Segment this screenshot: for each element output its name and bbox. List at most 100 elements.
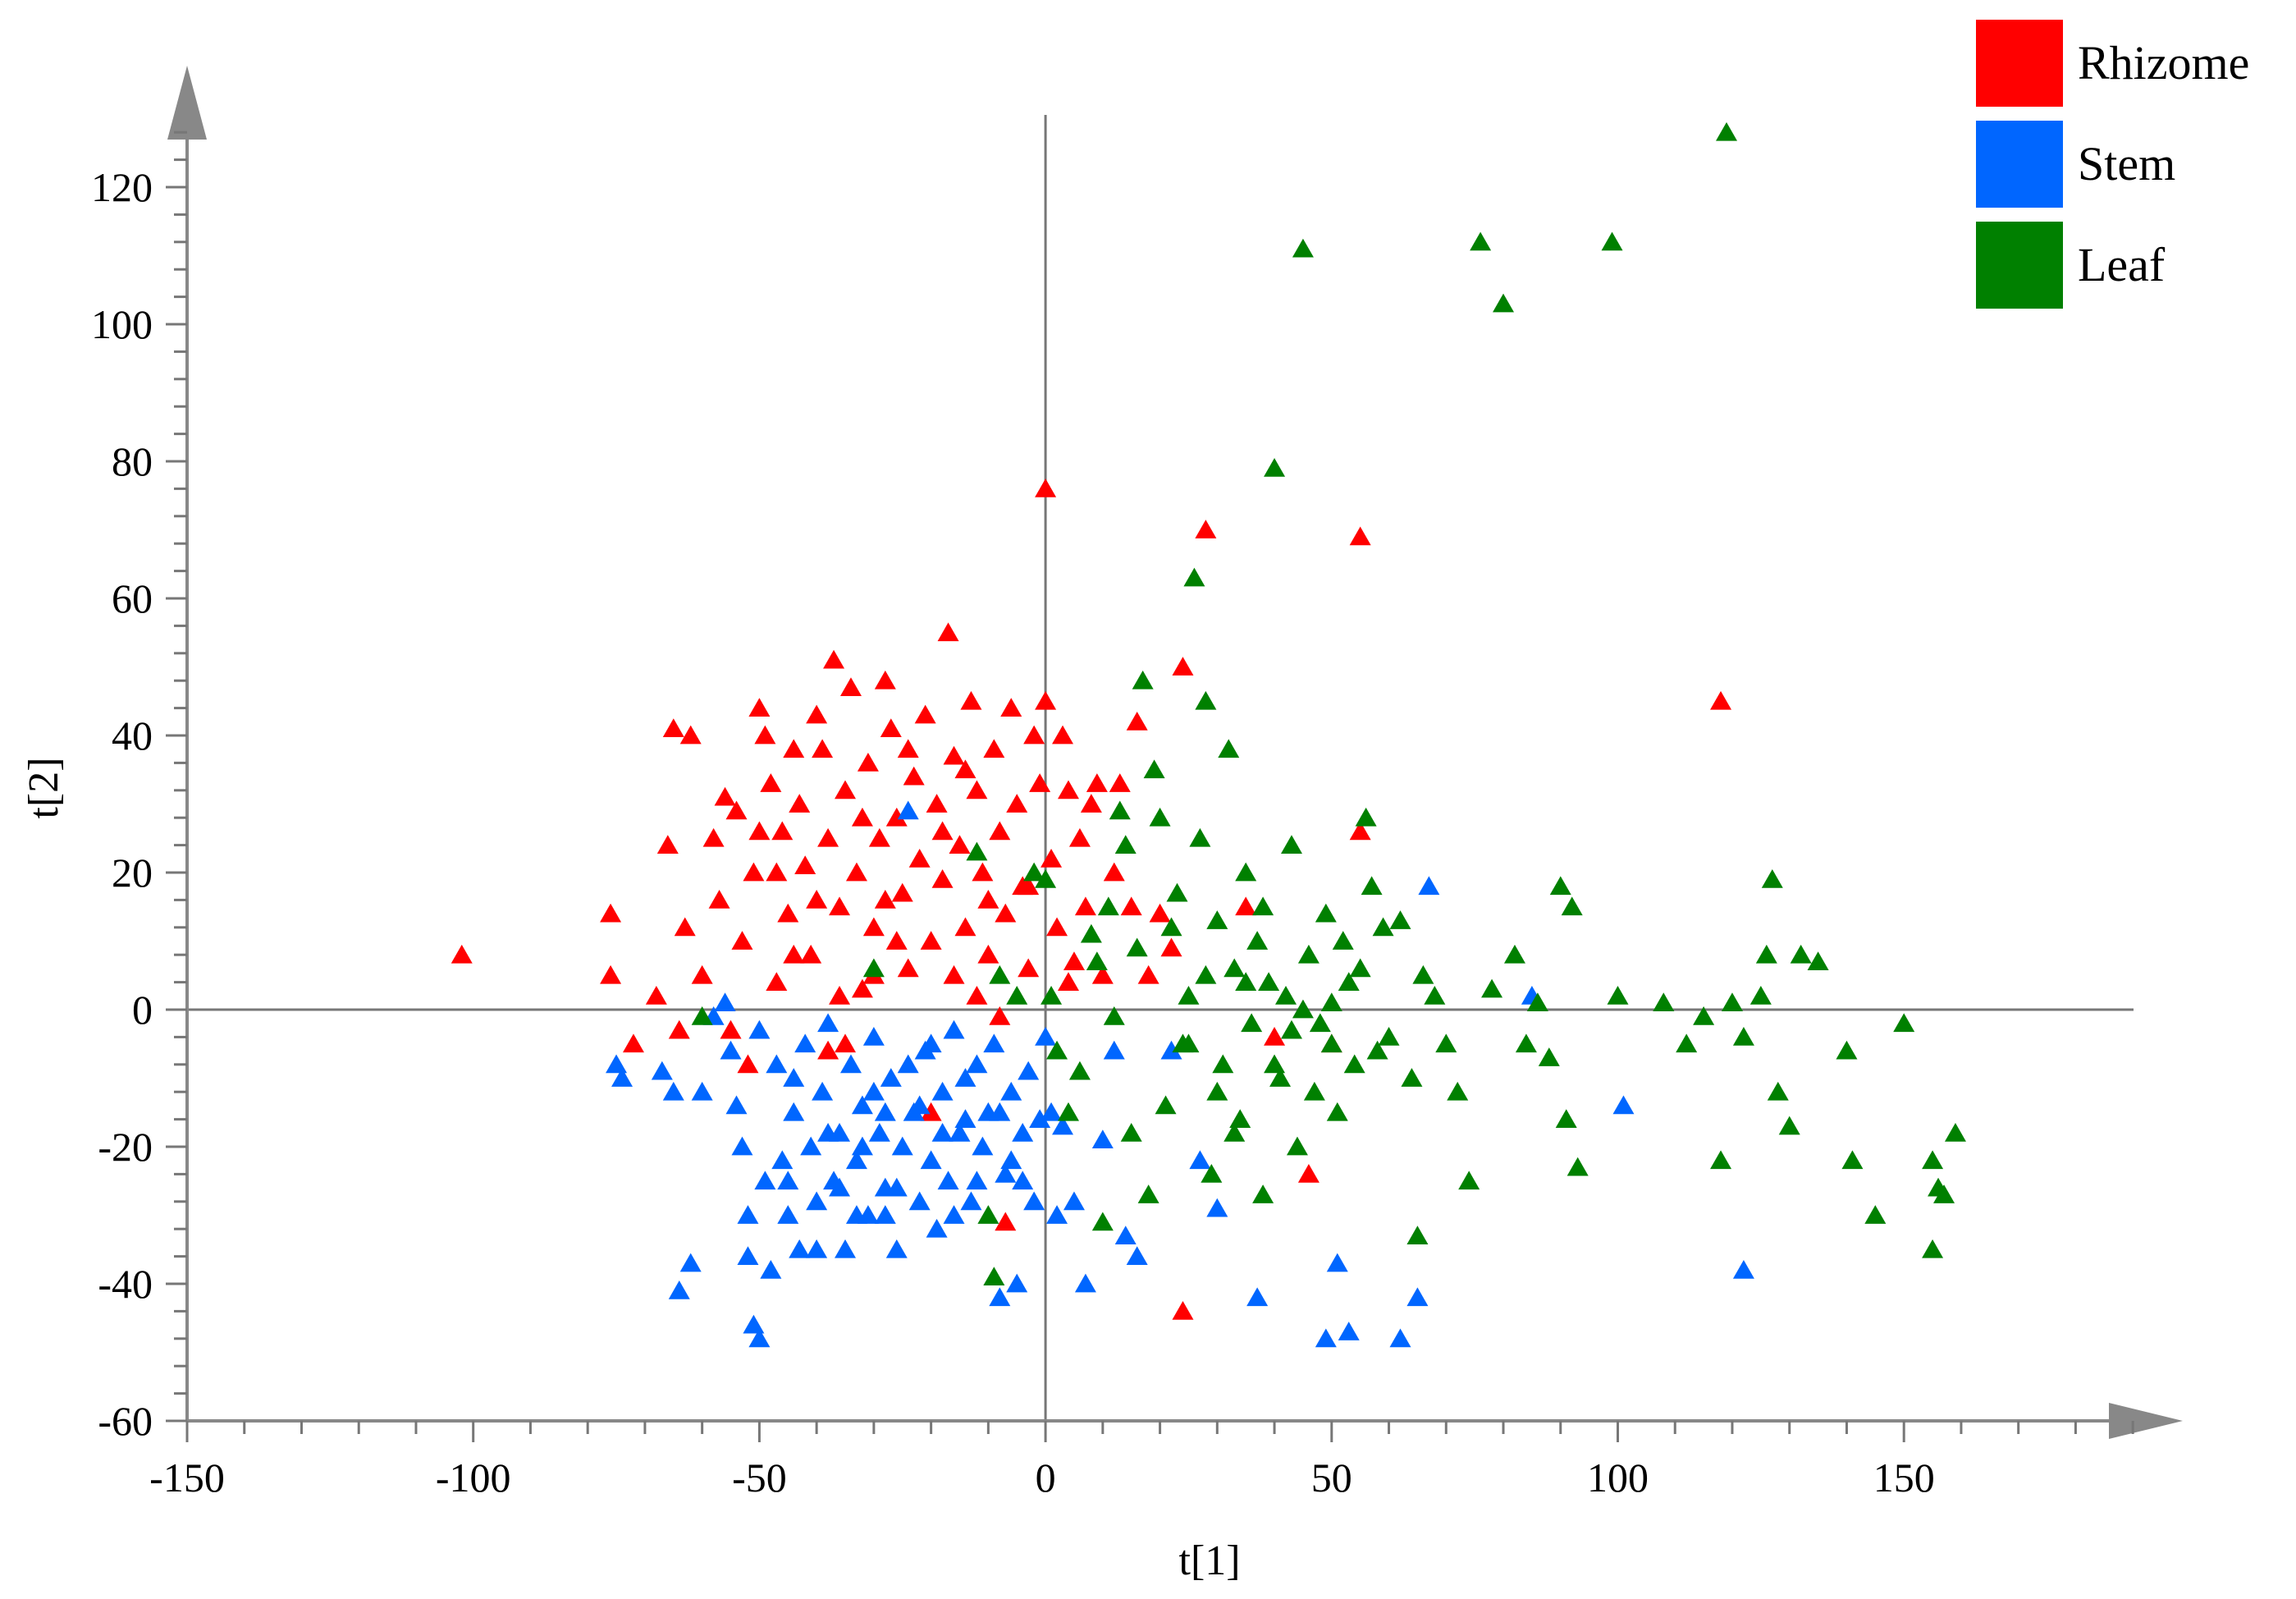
point-leaf [1035, 869, 1057, 888]
point-rhizome [1000, 698, 1022, 717]
axes [167, 66, 2183, 1439]
point-stem [1023, 1191, 1045, 1211]
point-rhizome [897, 958, 919, 978]
point-leaf [1006, 985, 1028, 1005]
point-leaf [1086, 951, 1108, 970]
point-leaf [1566, 1157, 1589, 1176]
point-rhizome [943, 964, 965, 984]
point-stem [748, 1019, 771, 1039]
point-stem [720, 1040, 742, 1060]
ticks [166, 131, 2134, 1442]
point-stem [1063, 1191, 1085, 1211]
point-rhizome [714, 786, 736, 806]
point-leaf [1807, 951, 1829, 970]
point-rhizome [995, 903, 1017, 923]
point-leaf [1292, 238, 1314, 258]
point-stem [897, 1054, 919, 1074]
point-rhizome [885, 807, 908, 827]
point-leaf [1206, 910, 1228, 929]
point-stem [835, 1239, 857, 1258]
point-leaf [1280, 1019, 1302, 1039]
point-rhizome [691, 964, 713, 984]
point-leaf [1137, 1184, 1159, 1203]
point-rhizome [622, 1033, 644, 1053]
point-leaf [1332, 931, 1354, 950]
point-leaf [1790, 944, 1812, 964]
y-tick-label: 20 [112, 850, 153, 896]
point-leaf [1676, 1033, 1698, 1053]
point-leaf [1103, 1006, 1125, 1025]
y-tick-label: 120 [91, 164, 153, 210]
point-stem [1389, 1328, 1411, 1348]
point-rhizome [920, 1102, 942, 1121]
point-stem [1046, 1205, 1068, 1224]
point-rhizome [835, 780, 857, 800]
point-leaf [1023, 862, 1045, 882]
point-stem [1012, 1122, 1034, 1142]
point-rhizome [949, 835, 971, 854]
point-rhizome [674, 917, 696, 937]
point-rhizome [1172, 657, 1194, 676]
point-leaf [1080, 923, 1102, 943]
point-leaf [966, 841, 988, 861]
point-stem [891, 1136, 913, 1156]
point-stem [1018, 1061, 1040, 1080]
point-leaf [1503, 944, 1525, 964]
point-rhizome [668, 1019, 690, 1039]
point-stem [1126, 1246, 1148, 1265]
point-stem [737, 1246, 759, 1265]
point-stem [1000, 1150, 1022, 1170]
point-leaf [1280, 835, 1302, 854]
point-rhizome [1080, 794, 1102, 813]
point-leaf [1189, 827, 1211, 847]
point-leaf [1297, 944, 1320, 964]
point-leaf [1286, 1136, 1308, 1156]
point-rhizome [760, 773, 782, 792]
point-rhizome [1297, 1164, 1320, 1183]
point-rhizome [743, 862, 765, 882]
point-leaf [1057, 1102, 1079, 1121]
point-leaf [1447, 1081, 1469, 1101]
point-rhizome [794, 855, 816, 875]
point-rhizome [754, 725, 776, 745]
point-stem [606, 1054, 628, 1074]
point-rhizome [451, 944, 473, 964]
point-leaf [1515, 1033, 1537, 1053]
point-stem [760, 1259, 782, 1279]
point-stem [868, 1122, 890, 1142]
point-leaf [1653, 992, 1675, 1012]
point-rhizome [702, 827, 725, 847]
point-rhizome [662, 718, 684, 738]
point-stem [851, 1136, 873, 1156]
point-stem [972, 1136, 994, 1156]
point-stem [874, 1205, 896, 1224]
point-leaf [1406, 1226, 1429, 1244]
point-stem [1160, 1040, 1182, 1060]
point-rhizome [1057, 972, 1079, 991]
point-stem [771, 1150, 794, 1170]
point-rhizome [1160, 937, 1182, 957]
point-leaf [1166, 882, 1188, 902]
point-stem [766, 1054, 788, 1074]
point-rhizome [1120, 896, 1142, 916]
point-stem [995, 1164, 1017, 1183]
point-rhizome [989, 821, 1011, 841]
legend-label-rhizome: Rhizome [2078, 36, 2249, 89]
point-stem [851, 1095, 873, 1115]
point-stem [885, 1239, 908, 1258]
point-stem [989, 1102, 1011, 1121]
point-leaf [1732, 1027, 1754, 1046]
point-stem [1041, 1102, 1063, 1121]
point-stem [1206, 1198, 1228, 1217]
point-rhizome [885, 931, 908, 950]
point-leaf [1218, 739, 1240, 758]
point-leaf [1223, 958, 1246, 978]
point-rhizome [1172, 1301, 1194, 1320]
point-rhizome [839, 677, 862, 696]
point-leaf [1109, 800, 1131, 820]
point-rhizome [931, 821, 954, 841]
point-stem [862, 1081, 885, 1101]
point-leaf [1922, 1150, 1944, 1170]
point-leaf [1922, 1239, 1944, 1258]
point-rhizome [766, 972, 788, 991]
